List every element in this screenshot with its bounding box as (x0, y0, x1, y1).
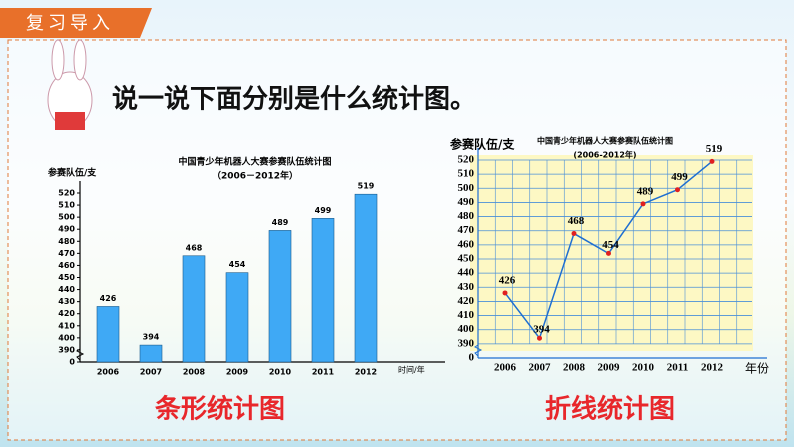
y-tick-label: 440 (58, 285, 75, 294)
point (606, 250, 611, 256)
chart-caption: 条形统计图 (155, 394, 285, 425)
y-tick-label: 490 (458, 196, 475, 208)
data-label: 394 (143, 333, 160, 342)
y-tick-label: 460 (58, 261, 75, 270)
x-axis-label: 年份 (745, 362, 769, 376)
y-tick-label: 470 (458, 224, 475, 236)
header-tag-bg (0, 8, 140, 38)
x-tick-label: 2007 (529, 362, 552, 374)
y-tick-label: 400 (58, 333, 75, 342)
axis-break (76, 348, 85, 361)
x-tick-label: 2006 (97, 368, 120, 377)
y-tick-label: 410 (458, 309, 475, 321)
y-tick-label: 500 (58, 213, 75, 222)
bar (311, 218, 335, 363)
point (571, 231, 577, 237)
y-tick-label: 400 (458, 323, 475, 335)
point (709, 158, 715, 164)
point (502, 290, 508, 296)
y-tick-label: 510 (458, 168, 475, 180)
y-axis-label: 参赛队伍/支 (48, 167, 97, 179)
axis-break (474, 344, 483, 357)
y-axis-label: 参赛队伍/支 (450, 137, 515, 152)
x-tick-label: 2009 (598, 362, 621, 374)
y-tick-label: 490 (58, 225, 75, 234)
data-label: 454 (602, 239, 619, 251)
bar (268, 230, 292, 363)
y-tick-label: 510 (58, 201, 75, 210)
chart-subtitle: (2006-2012年) (573, 150, 636, 160)
chart-title: 中国青少年机器人大赛参赛队伍统计图 (178, 156, 331, 168)
data-label: 489 (272, 218, 289, 227)
x-tick-label: 2008 (183, 368, 206, 377)
mascot (47, 39, 93, 130)
y-tick-label: 450 (458, 253, 475, 265)
y-tick-label: 500 (458, 182, 475, 194)
data-label: 499 (315, 206, 332, 215)
y-tick-label: 480 (58, 237, 75, 246)
y-tick-label: 470 (58, 249, 75, 258)
x-tick-label: 2009 (226, 368, 249, 377)
x-tick-label: 2007 (140, 368, 162, 377)
data-label: 454 (229, 260, 246, 269)
bar (354, 193, 378, 363)
y-tick-label: 420 (458, 295, 475, 307)
bar (96, 306, 120, 363)
point (675, 187, 680, 193)
x-tick-label: 2012 (701, 362, 724, 374)
x-axis-label: 时间/年 (398, 365, 425, 375)
chart-subtitle: （2006－2012年） (212, 170, 298, 182)
y-tick-label: 0 (69, 358, 75, 367)
point (640, 201, 646, 207)
data-label: 489 (637, 185, 654, 197)
question: 说一说下面分别是什么统计图。 (112, 84, 476, 115)
header-tag: 复习导入 (26, 13, 114, 34)
y-tick-label: 390 (58, 345, 75, 354)
y-tick-label: 390 (458, 337, 475, 349)
y-tick-label: 520 (58, 189, 75, 198)
line-plot-bg (470, 155, 753, 351)
data-label: 426 (499, 274, 516, 286)
bar (139, 344, 163, 363)
y-tick-label: 430 (458, 281, 475, 293)
chart-title: 中国青少年机器人大赛参赛队伍统计图 (537, 136, 673, 146)
x-tick-label: 2010 (269, 368, 292, 377)
data-label: 394 (533, 324, 550, 336)
y-tick-label: 0 (469, 352, 475, 364)
x-tick-label: 2012 (355, 368, 377, 377)
data-label: 519 (358, 182, 375, 191)
y-tick-label: 410 (58, 321, 75, 330)
y-tick-label: 520 (458, 154, 475, 166)
chart-caption: 折线统计图 (545, 394, 675, 425)
x-tick-label: 2011 (667, 362, 688, 374)
data-label: 468 (186, 243, 203, 252)
y-tick-label: 450 (58, 273, 75, 282)
x-tick-label: 2011 (312, 368, 335, 377)
y-tick-label: 480 (458, 210, 475, 222)
x-tick-label: 2008 (563, 362, 586, 374)
y-tick-label: 460 (458, 238, 475, 250)
y-tick-label: 430 (58, 297, 75, 306)
header-tag-tip (140, 8, 152, 38)
bar (225, 272, 249, 363)
data-label: 468 (568, 215, 585, 227)
bar (182, 255, 206, 363)
data-label: 499 (671, 171, 688, 183)
x-tick-label: 2010 (632, 362, 655, 374)
y-tick-label: 440 (458, 267, 475, 279)
y-tick-label: 420 (58, 309, 75, 318)
x-tick-label: 2006 (494, 362, 517, 374)
point (537, 335, 542, 341)
data-label: 519 (706, 143, 723, 155)
data-label: 426 (100, 294, 117, 303)
